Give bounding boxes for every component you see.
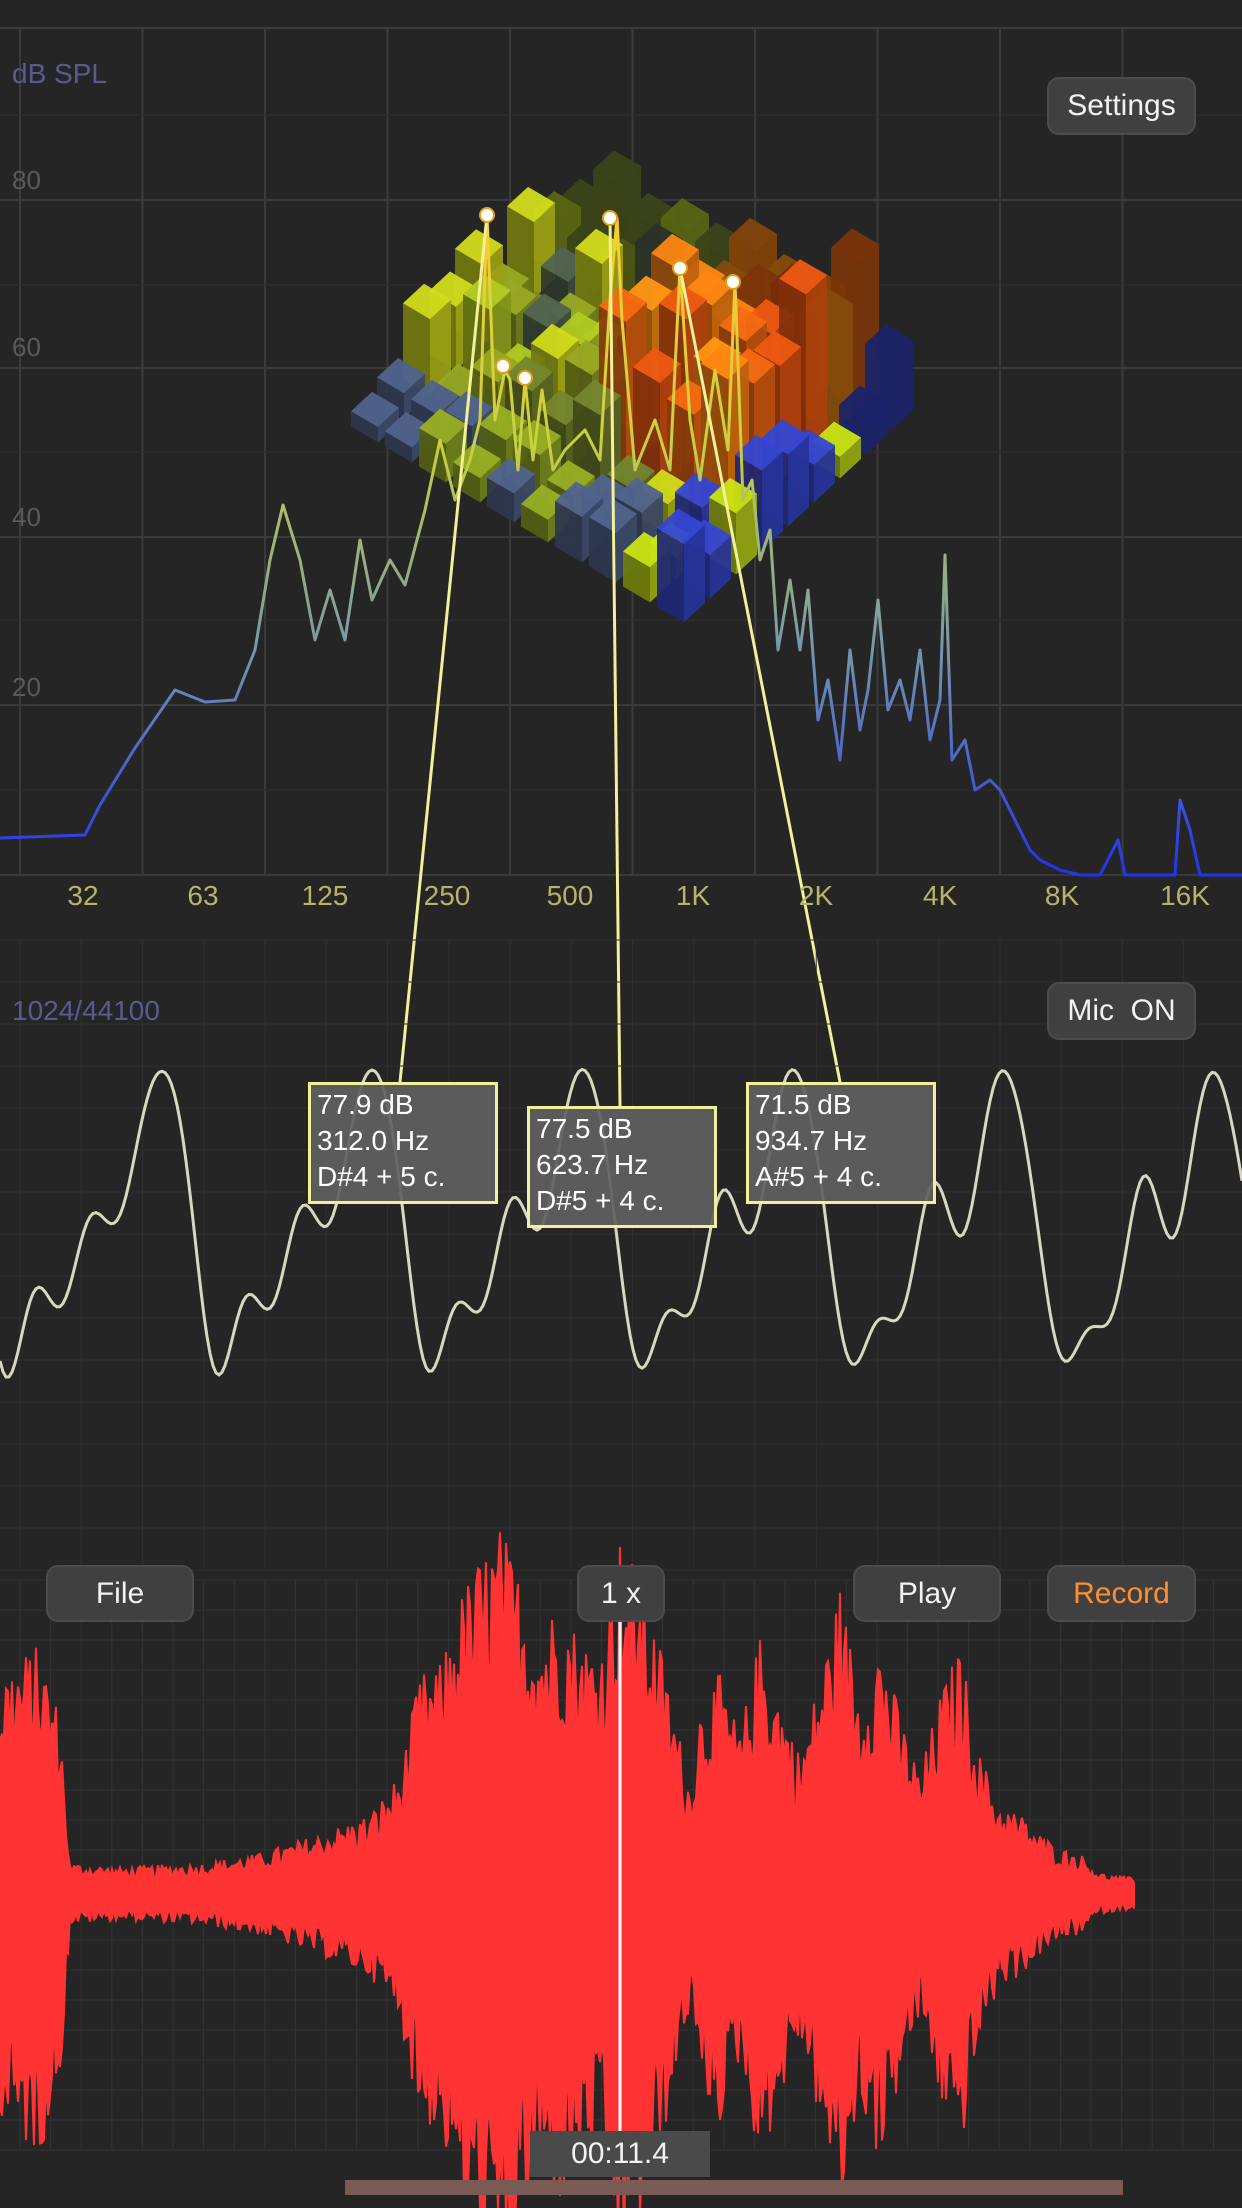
- buffer-info-label: 1024/44100: [12, 995, 160, 1026]
- recording-waveform[interactable]: [0, 1532, 1135, 2208]
- x-tick-label: 125: [301, 880, 349, 911]
- peak-annotation: 77.9 dB 312.0 Hz D#4 + 5 c.: [308, 1082, 498, 1204]
- peak-frequency: 623.7 Hz: [536, 1149, 649, 1180]
- oscilloscope-waveform: [0, 1067, 1242, 1379]
- x-tick-label: 1K: [675, 880, 711, 911]
- y-tick-label: 60: [12, 332, 41, 362]
- peak-db: 71.5 dB: [755, 1089, 852, 1120]
- speed-button[interactable]: 1 x: [577, 1565, 665, 1622]
- spectrogram-3d: [351, 150, 913, 623]
- x-tick-label: 4K: [922, 880, 958, 911]
- x-tick-label: 16K: [1160, 880, 1210, 911]
- file-button[interactable]: File: [46, 1565, 194, 1622]
- y-tick-label: 20: [12, 672, 41, 702]
- peak-db: 77.9 dB: [317, 1089, 414, 1120]
- play-button[interactable]: Play: [853, 1565, 1001, 1622]
- peak-note: D#5 + 4 c.: [536, 1185, 665, 1216]
- time-readout: 00:11.4: [530, 2131, 710, 2177]
- x-tick-label: 8K: [1044, 880, 1080, 911]
- peak-annotation: 77.5 dB 623.7 Hz D#5 + 4 c.: [527, 1106, 717, 1228]
- x-tick-label: 2K: [798, 880, 834, 911]
- settings-button[interactable]: Settings: [1047, 77, 1196, 135]
- scrub-bar[interactable]: [345, 2180, 1123, 2195]
- peak-annotation: 71.5 dB 934.7 Hz A#5 + 4 c.: [746, 1082, 936, 1204]
- x-tick-label: 500: [546, 880, 594, 911]
- spectrum-curve: [0, 213, 1242, 877]
- peak-note: D#4 + 5 c.: [317, 1161, 446, 1192]
- x-tick-label: 250: [423, 880, 471, 911]
- x-tick-label: 63: [187, 880, 219, 911]
- peak-frequency: 312.0 Hz: [317, 1125, 430, 1156]
- mic-toggle-button[interactable]: Mic ON: [1047, 982, 1196, 1040]
- peak-leader-lines: [398, 207, 842, 1107]
- oscilloscope-grid: [0, 939, 1242, 1571]
- x-tick-label: 32: [67, 880, 99, 911]
- unit-label: dB SPL: [12, 58, 107, 89]
- peak-frequency: 934.7 Hz: [755, 1125, 868, 1156]
- peak-db: 77.5 dB: [536, 1113, 633, 1144]
- record-button[interactable]: Record: [1047, 1565, 1196, 1622]
- y-tick-label: 40: [12, 502, 41, 532]
- peak-note: A#5 + 4 c.: [755, 1161, 882, 1192]
- y-tick-label: 80: [12, 165, 41, 195]
